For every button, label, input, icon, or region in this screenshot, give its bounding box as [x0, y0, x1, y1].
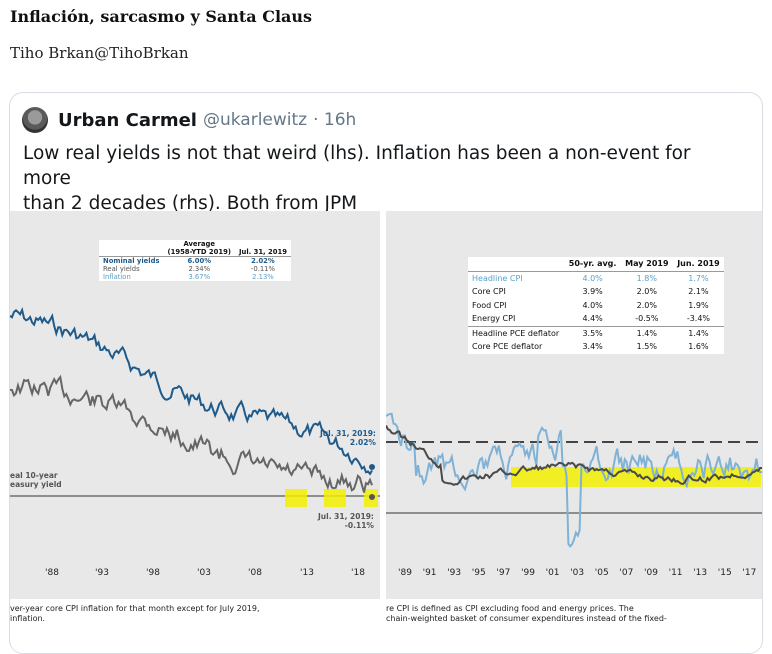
tweet-time[interactable]: · 16h — [313, 110, 357, 130]
right-chart-image: 50-yr. avg. May 2019 Jun. 2019 Headline CP… — [386, 211, 762, 651]
side-label: eal 10-year easury yield — [10, 471, 62, 489]
real-endpoint — [369, 494, 375, 500]
highlight-2016 — [324, 489, 346, 507]
x-tick: '15 — [717, 568, 732, 578]
annotation-real: Jul. 31, 2019: -0.11% — [318, 512, 374, 530]
col-jul: Jul. 31, 2019 — [238, 248, 287, 256]
author-name[interactable]: Urban Carmel — [58, 109, 197, 131]
x-tick: '88 — [45, 568, 59, 578]
highlight-2012 — [285, 489, 307, 507]
x-tick: '11 — [668, 568, 683, 578]
nominal-yield-line — [10, 306, 373, 476]
x-tick: '18 — [351, 568, 365, 578]
embedded-tweet[interactable]: Urban Carmel @ukarlewitz · 16h Low real … — [9, 92, 763, 654]
x-tick: '17 — [742, 568, 757, 578]
table-row: Food CPI 4.0% 2.0% 1.9% — [472, 300, 709, 310]
x-tick: '05 — [594, 568, 609, 578]
avatar[interactable] — [22, 107, 48, 133]
author-handle[interactable]: @ukarlewitz — [202, 110, 308, 130]
tweet-header: Urban Carmel @ukarlewitz · 16h — [22, 105, 356, 135]
tweet-text: Low real yields is not that weird (lhs).… — [23, 141, 743, 216]
x-tick: '91 — [422, 568, 437, 578]
x-tick: '07 — [619, 568, 634, 578]
col-subheader: (1958-YTD 2019) — [167, 248, 231, 256]
x-tick: '03 — [197, 568, 211, 578]
left-footnote: ver-year core CPI inflation for that mon… — [10, 599, 380, 651]
tweet-text-line-2: than 2 decades (rhs). Both from JPM — [23, 193, 358, 214]
right-stats-table: 50-yr. avg. May 2019 Jun. 2019 Headline CP… — [468, 257, 724, 354]
x-tick: '93 — [447, 568, 462, 578]
left-stats-table: Average (1958-YTD 2019) Jul. 31, 2019 Nom… — [99, 240, 291, 281]
x-tick: '89 — [398, 568, 412, 578]
byline[interactable]: Tiho Brkan@TihoBrkan — [10, 44, 189, 62]
table-row: Real yields 2.34% -0.11% — [103, 265, 275, 273]
x-tick: '93 — [95, 568, 109, 578]
highlight-band — [511, 467, 761, 487]
table-row: Inflation 3.67% 2.13% — [103, 273, 274, 281]
table-row: Headline PCE deflator 3.5% 1.4% 1.4% — [472, 328, 709, 338]
real-yield-line — [10, 374, 373, 493]
table-row: Nominal yields 6.00% 2.02% — [103, 257, 275, 265]
x-tick: '95 — [471, 568, 486, 578]
annotation-nominal: Jul. 31, 2019: 2.02% — [320, 429, 376, 447]
tweet-text-line-1: Low real yields is not that weird (lhs).… — [23, 143, 691, 189]
x-tick: '01 — [545, 568, 560, 578]
x-tick: '99 — [521, 568, 535, 578]
x-tick: '13 — [693, 568, 708, 578]
x-tick: '98 — [146, 568, 160, 578]
x-tick: '08 — [248, 568, 262, 578]
right-footnote: re CPI is defined as CPI excluding food … — [386, 599, 762, 651]
right-chart-plot — [386, 412, 762, 548]
table-row: Core CPI 3.9% 2.0% 2.1% — [472, 287, 709, 296]
table-row: Core PCE deflator 3.4% 1.5% 1.6% — [472, 342, 709, 351]
x-tick: '03 — [570, 568, 585, 578]
x-tick: '97 — [496, 568, 511, 578]
right-x-axis: '89 '91 '93 '95 '97 '99 '01 '03 '05 '07 '09 '11 '13 '… — [386, 568, 762, 580]
core-cpi-line — [386, 425, 762, 487]
x-tick: '09 — [644, 568, 658, 578]
col-average: Average — [183, 240, 215, 248]
headline-cpi-line — [386, 412, 762, 548]
left-chart-image: Average (1958-YTD 2019) Jul. 31, 2019 Nom… — [10, 211, 380, 651]
page-title: Inflación, sarcasmo y Santa Claus — [10, 7, 313, 26]
table-row: Headline CPI 4.0% 1.8% 1.7% — [472, 273, 709, 283]
tweet-media[interactable]: Average (1958-YTD 2019) Jul. 31, 2019 Nom… — [10, 211, 762, 651]
table-row: Energy CPI 4.4% -0.5% -3.4% — [468, 312, 724, 326]
left-chart-plot — [10, 306, 380, 507]
x-tick: '13 — [300, 568, 314, 578]
nominal-endpoint — [369, 464, 375, 470]
left-x-axis: '88 '93 '98 '03 '08 '13 '18 — [10, 568, 380, 580]
